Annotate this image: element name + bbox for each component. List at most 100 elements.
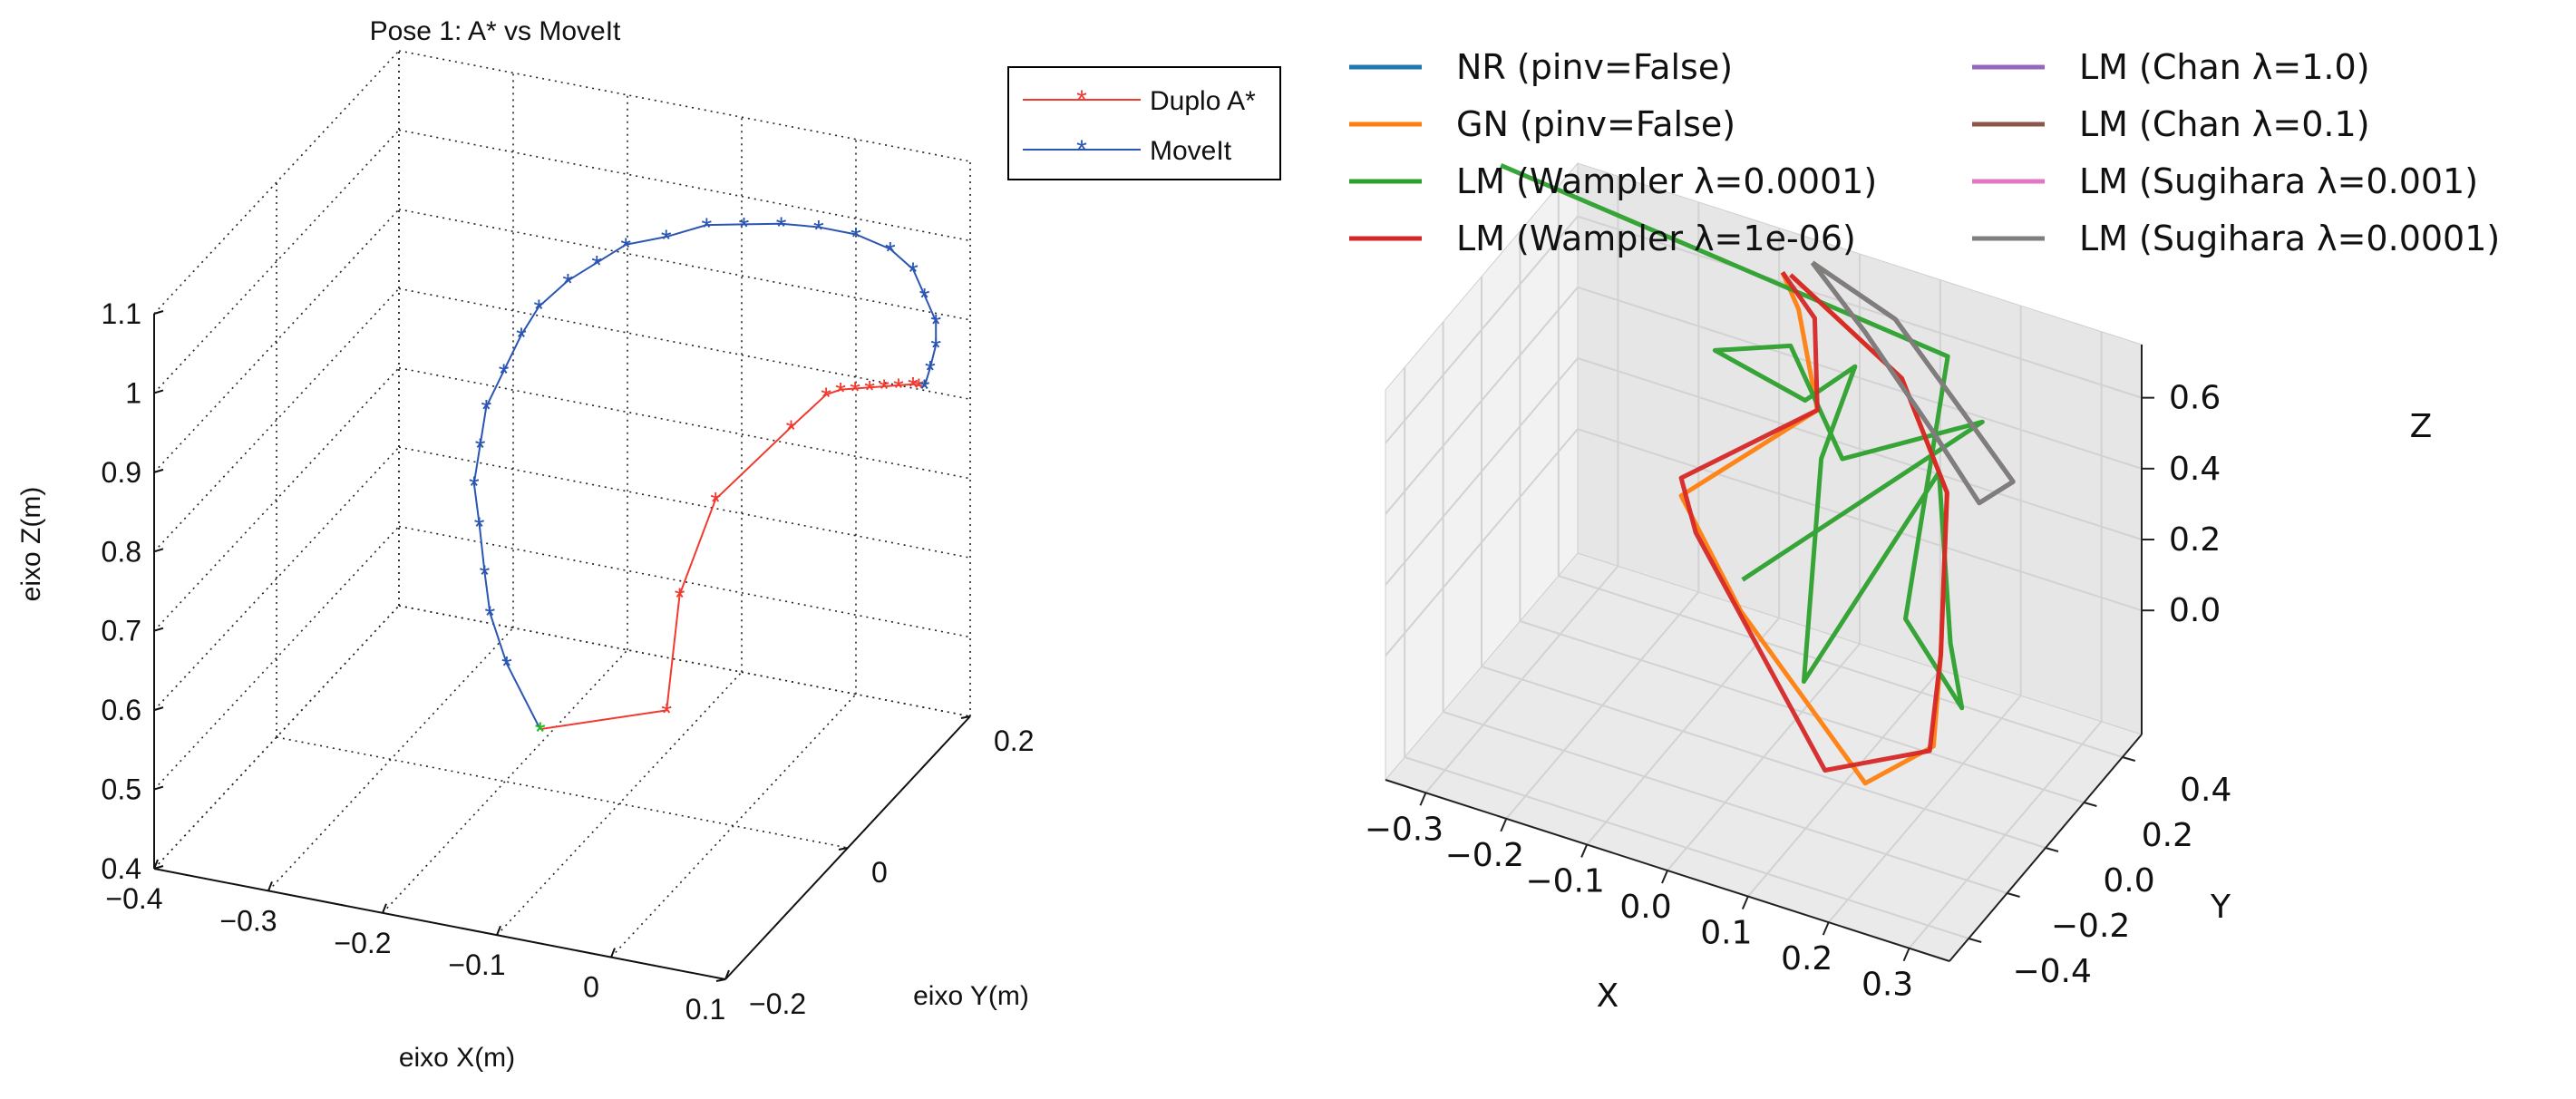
- series-line-3: [1678, 270, 1949, 773]
- z-tick-mark: [153, 627, 164, 632]
- x-tick-mark: [610, 948, 616, 958]
- x-axis-line: [153, 868, 726, 980]
- data-point: *: [851, 223, 861, 253]
- y-tick-label: 0.4: [2180, 772, 2231, 809]
- data-point: *: [481, 395, 491, 425]
- series-line-0: [540, 383, 925, 731]
- x-tick-mark: [496, 925, 501, 936]
- z-tick-label: 0.4: [2169, 451, 2221, 488]
- data-point: *: [913, 374, 924, 404]
- y-tick-mark: [2007, 892, 2020, 898]
- y-tick-label: 0: [871, 856, 888, 889]
- right-x-axis-label: X: [1597, 977, 1619, 1015]
- x-tick-label: −0.1: [1525, 862, 1604, 900]
- data-point: *: [786, 415, 797, 445]
- x-tick-mark: [1741, 896, 1749, 909]
- y-tick-label: 0.2: [2142, 817, 2193, 854]
- y-tick-mark: [838, 847, 849, 851]
- data-point: *: [893, 374, 904, 404]
- x-tick-label: −0.2: [1445, 837, 1524, 874]
- z-tick-mark: [153, 785, 164, 791]
- data-point: *: [661, 698, 672, 728]
- z-tick-label: 0.6: [102, 694, 141, 726]
- left-legend-box: [1007, 66, 1281, 180]
- left-x-axis-label: eixo X(m): [399, 1043, 515, 1073]
- data-point: *: [821, 383, 831, 413]
- left-chart: −0.4 −0.3 −0.2 −0.1 0 0.1 −0.2 0 0.2 0.4 0.5 0.6 0.7…: [16, 16, 1281, 1073]
- data-point: *: [864, 375, 875, 405]
- data-point: *: [776, 212, 787, 242]
- y-tick-label: −0.2: [749, 987, 806, 1020]
- x-tick-mark: [1822, 921, 1830, 936]
- x-tick-mark: [1580, 844, 1589, 858]
- data-point: *: [485, 601, 496, 631]
- x-tick-mark: [724, 969, 730, 980]
- y-tick-mark: [1968, 938, 1982, 943]
- grid-line: [1404, 756, 1969, 939]
- data-point: *: [474, 512, 485, 542]
- series-line-1: [472, 222, 938, 730]
- grid-line: [382, 649, 628, 914]
- right-z-axis-label: Z: [2410, 408, 2433, 445]
- x-tick-label: 0.1: [685, 993, 725, 1026]
- data-point: *: [516, 323, 527, 353]
- legend-label-7: LM (Sugihara λ=0.0001): [2079, 219, 2500, 258]
- y-tick-label: 0.0: [2103, 862, 2154, 900]
- left-series: ****** * * * * * ***************** * * * * * * ******…: [469, 212, 941, 747]
- x-tick-mark: [1419, 792, 1427, 806]
- z-tick-label: 0.4: [102, 852, 141, 885]
- legend-label-1: GN (pinv=False): [1456, 104, 1735, 144]
- grid-line: [276, 736, 849, 849]
- grid-line: [610, 694, 857, 958]
- data-point: *: [620, 233, 631, 263]
- left-tick-labels: −0.4 −0.3 −0.2 −0.1 0 0.1 −0.2 0 0.2 0.4 0.5 0.6 0.7…: [102, 297, 1035, 1026]
- z-tick-label: 0.7: [102, 615, 141, 647]
- grid-line: [153, 209, 400, 473]
- grid-line: [1558, 575, 2124, 758]
- grid-line: [496, 671, 743, 936]
- data-point: *: [919, 284, 930, 314]
- grid-line: [153, 446, 400, 711]
- grid-line: [1577, 357, 2143, 540]
- x-tick-mark: [1661, 870, 1668, 884]
- data-point: *: [850, 376, 860, 406]
- data-point: *: [534, 295, 545, 325]
- left-z-axis-label: eixo Z(m): [16, 487, 46, 602]
- x-tick-mark: [267, 881, 273, 891]
- grid-line: [153, 605, 400, 870]
- z-tick-mark: [153, 548, 164, 553]
- data-point: *: [469, 472, 480, 501]
- data-point: *: [501, 652, 512, 682]
- x-tick-label: 0.2: [1781, 940, 1832, 977]
- data-point: *: [661, 225, 672, 255]
- right-series: [1500, 162, 2016, 786]
- data-point: *: [908, 258, 919, 287]
- data-point: *: [710, 488, 721, 518]
- legend-label-6: LM (Sugihara λ=0.001): [2079, 161, 2478, 201]
- grid-line: [1577, 286, 2143, 470]
- grid-line: [398, 50, 971, 162]
- z-tick-label: 1.1: [102, 297, 141, 330]
- z-tick-label: 0.9: [102, 456, 141, 489]
- x-tick-label: 0.0: [1619, 889, 1671, 926]
- y-tick-label: −0.4: [2012, 953, 2091, 990]
- data-point: *: [535, 717, 546, 747]
- data-point: *: [919, 374, 930, 404]
- y-tick-mark: [715, 978, 726, 982]
- data-point: *: [908, 373, 919, 403]
- z-tick-mark: [153, 310, 164, 315]
- data-point: *: [739, 212, 750, 242]
- data-point: *: [835, 378, 846, 408]
- x-tick-mark: [1500, 818, 1508, 832]
- z-tick-mark: [153, 865, 164, 870]
- grid-line: [398, 209, 971, 321]
- legend-label-moveit: MoveIt: [1150, 136, 1232, 166]
- right-tick-labels: −0.3−0.2−0.10.00.10.20.3 −0.4−0.20.00.20.…: [1365, 380, 2232, 1004]
- y-tick-mark: [2045, 847, 2059, 852]
- y-tick-label: −0.2: [2051, 908, 2130, 945]
- x-tick-label: 0.1: [1700, 915, 1752, 952]
- grid-line: [1577, 428, 2143, 612]
- grid-line: [1385, 287, 1579, 515]
- x-tick-label: −0.3: [1365, 811, 1444, 848]
